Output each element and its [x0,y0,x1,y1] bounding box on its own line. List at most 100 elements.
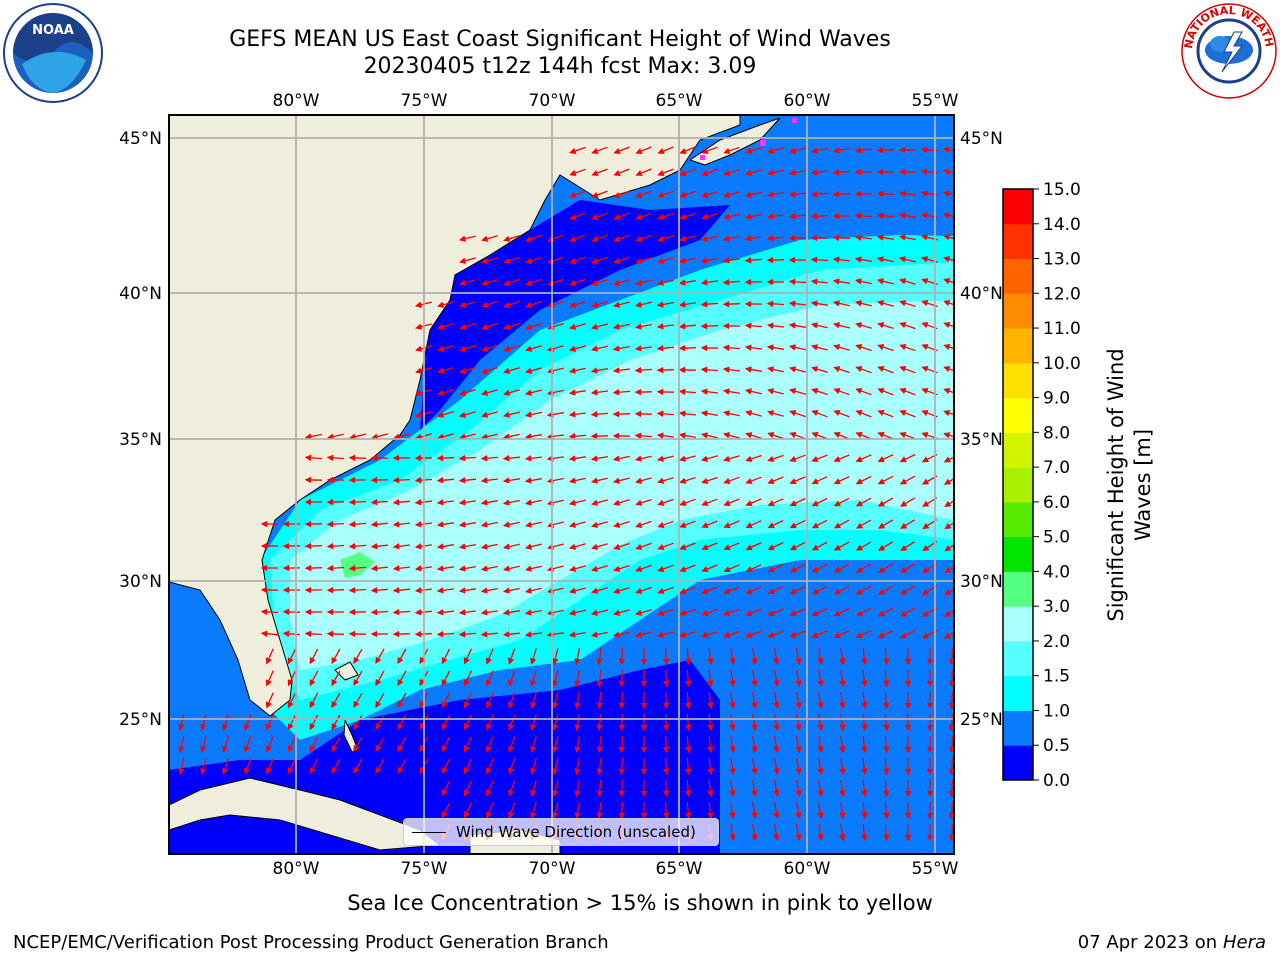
wind-arrow [701,455,718,462]
wind-arrow [788,278,807,286]
wind-arrow [839,670,846,688]
wind-arrow [723,455,740,462]
wind-arrow [943,366,954,373]
wind-arrow [656,410,675,418]
wind-arrow [375,714,385,731]
lat-label-left: 35°N [119,430,162,450]
wind-arrow [634,345,652,352]
wind-arrow [899,387,916,396]
wind-arrow [811,454,828,463]
wind-arrow [591,146,608,155]
wind-arrow [877,607,894,617]
wind-arrow [463,736,472,753]
wind-arrow [331,670,341,687]
wind-arrow [612,323,630,330]
wind-arrow [657,542,674,551]
wind-arrow [943,410,954,417]
colorbar [1003,189,1033,781]
lon-label-top: 75°W [401,91,448,111]
wind-arrow [882,823,890,842]
wind-arrow [729,802,736,820]
wind-arrow [282,630,301,638]
wind-arrow [436,477,455,484]
wind-arrow [459,344,476,352]
wind-arrow [899,409,916,418]
wind-arrow [854,234,872,241]
wind-arrow [463,758,472,775]
colorbar-segment [1003,223,1033,260]
wind-arrow [485,692,494,709]
wind-arrow [657,168,674,177]
wind-arrow [458,587,476,594]
wind-arrow [701,190,718,198]
wind-arrow [685,713,692,732]
wind-arrow [678,432,697,439]
wind-arrow [832,234,851,242]
wind-arrow [898,168,917,176]
wind-arrow [685,691,692,710]
wind-arrow [657,498,674,506]
wind-arrow [569,543,586,550]
wind-arrow [767,586,784,595]
wind-arrow [569,300,586,308]
wind-arrow [458,565,477,572]
wind-arrow [744,278,763,286]
wind-arrow [525,234,542,242]
wind-arrow [943,278,954,285]
wind-arrow [855,585,872,595]
wind-arrow [353,670,363,687]
wind-arrow [635,542,652,550]
wind-arrow [590,323,608,330]
wind-arrow [855,607,872,617]
wind-arrow [944,499,954,508]
wind-arrow [795,669,802,688]
wind-arrow [854,147,873,154]
wind-arrow [855,563,872,573]
wind-arrow [481,322,498,330]
wind-arrow [729,670,736,688]
wind-arrow [657,564,674,572]
wind-arrow [899,497,916,507]
wind-arrow [613,609,630,616]
wind-arrow [700,235,718,242]
wind-arrow [839,714,846,732]
wind-arrow [944,587,954,596]
wind-arrow [568,411,586,418]
wind-arrow [546,477,565,484]
wind-arrow [568,631,587,638]
wind-arrow [613,279,630,286]
wind-arrow [788,169,807,176]
wind-arrow [898,234,916,241]
wind-arrow [751,647,758,666]
wind-arrow [679,235,696,242]
wind-arrow [855,387,872,396]
wind-arrow [817,801,824,820]
wind-arrow [944,543,954,552]
wind-arrow [855,454,872,463]
wind-arrow [591,587,608,594]
wind-arrow [370,521,389,528]
wind-arrow [287,714,297,731]
wind-arrow [569,278,586,286]
wind-arrow [397,736,407,753]
host-name: Hera [1222,932,1266,953]
wind-arrow [789,541,806,551]
wind-arrow [795,823,802,842]
colorbar-title-line1: Significant Height of Wind [1104,348,1128,621]
wind-arrow [282,608,301,616]
wind-arrow [685,647,692,666]
wind-arrow [574,691,581,710]
wind-arrow [751,779,758,798]
wind-arrow [436,587,454,594]
wind-arrow [370,543,389,550]
wind-arrow [810,212,829,220]
wind-arrow [700,257,719,264]
wind-arrow [744,191,762,198]
wind-arrow [855,344,872,352]
colorbar-segment [1003,467,1033,503]
wind-arrow [304,564,323,572]
noaa-logo-icon: NOAA [3,3,103,103]
wind-arrow [766,169,784,176]
wind-arrow [855,322,872,329]
